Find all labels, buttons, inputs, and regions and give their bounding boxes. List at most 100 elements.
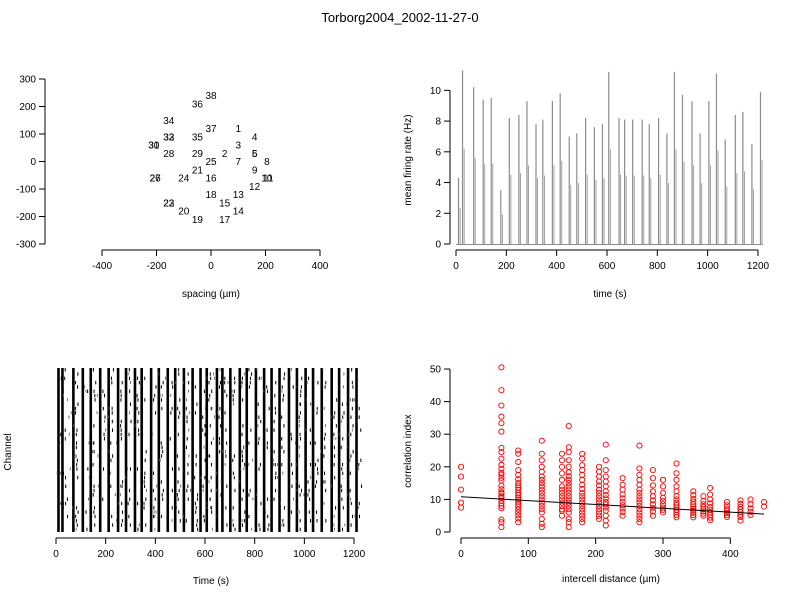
raster-spike	[248, 368, 250, 372]
raster-burst-column	[182, 368, 186, 532]
raster-spike	[190, 488, 191, 492]
raster-burst-column	[61, 368, 64, 532]
corr-point	[565, 483, 572, 490]
raster-burst-column	[166, 368, 170, 532]
raster-spike	[317, 380, 319, 385]
raster-spike	[258, 415, 260, 419]
raster-spike	[300, 393, 302, 398]
raster-spike	[145, 497, 147, 501]
corr-point	[498, 465, 505, 472]
corr-point	[515, 458, 522, 465]
raster-spike	[282, 398, 284, 402]
raster-spike	[361, 484, 363, 488]
raster-spike	[66, 398, 68, 402]
corr-point	[498, 505, 505, 512]
raster-spike	[75, 432, 77, 437]
raster-spike	[110, 484, 112, 488]
raster-spike	[84, 385, 86, 389]
corr-point	[579, 512, 586, 519]
raster-spike	[161, 493, 163, 497]
raster-spike	[76, 458, 78, 463]
raster-spike	[265, 510, 266, 514]
raster-spike	[301, 488, 303, 493]
raster-spike	[112, 428, 114, 432]
raster-spike	[94, 514, 96, 519]
raster-spike	[187, 389, 189, 393]
raster-spike	[68, 415, 70, 419]
raster-spike	[104, 419, 105, 423]
corr-x-tick-label: 400	[722, 549, 739, 560]
corr-point	[602, 517, 609, 524]
corr-point	[595, 509, 603, 516]
rate-x-tick-label: 600	[599, 261, 616, 272]
corr-point	[659, 476, 667, 483]
raster-spike	[244, 510, 246, 514]
corr-point	[498, 471, 505, 478]
raster-spike	[103, 437, 105, 441]
raster-spike	[316, 406, 318, 411]
raster-spike	[248, 441, 250, 445]
raster-spike	[153, 514, 155, 519]
raster-spike	[342, 506, 344, 510]
raster-spike	[121, 501, 123, 506]
raster-spike	[110, 471, 112, 475]
corr-point	[558, 489, 566, 496]
raster-spike	[93, 484, 95, 488]
corr-point	[602, 441, 609, 448]
raster-spike	[333, 514, 335, 518]
raster-spike	[208, 480, 210, 484]
corr-point	[707, 491, 714, 498]
rate-x-tick-label: 400	[548, 261, 565, 272]
electrode-label: 18	[205, 190, 217, 201]
rate-x-tick-label: 1000	[697, 261, 720, 272]
raster-spike	[152, 432, 153, 436]
raster-spike	[258, 376, 260, 381]
raster-spike	[303, 493, 305, 497]
raster-spike	[158, 372, 160, 376]
corr-point	[579, 481, 586, 488]
raster-spike	[206, 501, 208, 505]
raster-burst-column	[238, 368, 242, 532]
raster-spike	[116, 519, 117, 523]
raster-spike	[350, 523, 352, 527]
layout-y-tick-label: -300	[16, 240, 36, 251]
corr-point	[579, 462, 586, 469]
raster-spike	[62, 393, 64, 397]
corr-point	[538, 524, 545, 531]
raster-spike	[112, 523, 114, 527]
electrode-label: 34	[163, 116, 175, 127]
raster-spike	[275, 411, 277, 415]
corr-point	[538, 468, 545, 475]
raster-spike	[259, 462, 261, 467]
electrode-label: 16	[205, 174, 217, 185]
layout-panel: spacing (µm) -400 -200 0 200 400-300-200-100…	[16, 75, 329, 301]
raster-spike	[128, 488, 130, 493]
raster-spike	[159, 458, 161, 462]
raster-spike	[77, 510, 79, 514]
corr-point	[636, 486, 643, 493]
raster-spike	[334, 454, 336, 458]
raster-spike	[220, 493, 222, 497]
corr-fit-line	[460, 496, 765, 515]
raster-spike	[257, 441, 259, 445]
corr-point	[538, 509, 545, 516]
raster-spike	[172, 385, 174, 389]
raster-burst-column	[149, 368, 153, 532]
raster-spike	[194, 411, 196, 415]
raster-spike	[349, 471, 351, 476]
raster-spike	[209, 424, 211, 428]
raster-spike	[249, 488, 251, 493]
corr-y-tick-label: 40	[430, 397, 442, 408]
raster-spike	[77, 475, 79, 480]
raster-spike	[108, 406, 110, 410]
raster-spike	[179, 519, 181, 523]
corr-point	[565, 486, 572, 493]
corr-point	[558, 476, 566, 483]
raster-spike	[122, 480, 124, 484]
raster-spike	[317, 458, 319, 463]
raster-spike	[130, 467, 132, 471]
corr-point	[565, 422, 572, 430]
raster-spike	[153, 510, 155, 514]
corr-point	[760, 498, 768, 506]
raster-burst-column	[270, 368, 273, 532]
